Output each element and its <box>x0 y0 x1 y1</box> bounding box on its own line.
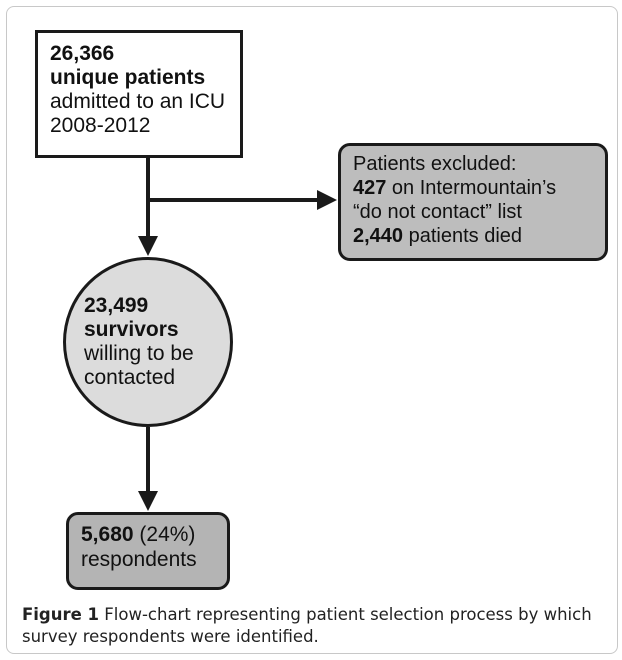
respondents-count-line: 5,680 (24%) <box>81 522 215 547</box>
respondents-count: 5,680 <box>81 523 134 546</box>
caption-text: Flow-chart representing patient selectio… <box>22 605 592 646</box>
figure-frame <box>6 6 618 654</box>
survivors-count: 23,499 <box>84 294 149 317</box>
respondents-label: respondents <box>81 548 197 571</box>
survivors-label: survivors <box>84 318 179 341</box>
excluded-title: Patients excluded: <box>353 153 517 175</box>
excluded-dnc-line: 427 on Intermountain’s <box>353 176 593 200</box>
died-count: 2,440 <box>353 225 404 247</box>
survivors-line4: contacted <box>84 366 176 389</box>
respondents-box: 5,680 (24%) respondents <box>66 512 230 590</box>
admitted-years: 2008-2012 <box>50 114 151 137</box>
dnc-count: 427 <box>353 177 387 199</box>
excluded-died-line: 2,440 patients died <box>353 224 593 248</box>
excluded-box: Patients excluded: 427 on Intermountain’… <box>338 143 608 261</box>
dnc-text-1: on Intermountain’s <box>386 177 557 199</box>
admitted-count: 26,366 <box>50 42 115 65</box>
died-text: patients died <box>403 225 523 247</box>
dnc-text-2: “do not contact” list <box>353 201 522 223</box>
admitted-box: 26,366 unique patients admitted to an IC… <box>35 30 243 158</box>
figure-caption: Figure 1 Flow-chart representing patient… <box>22 604 612 648</box>
caption-label: Figure 1 <box>22 605 100 624</box>
admitted-line3: admitted to an ICU <box>50 90 226 113</box>
survivors-circle: 23,499 survivors willing to be contacted <box>63 257 233 427</box>
respondents-pct: (24%) <box>133 523 196 546</box>
admitted-label: unique patients <box>50 66 206 89</box>
survivors-line3: willing to be <box>84 342 194 365</box>
